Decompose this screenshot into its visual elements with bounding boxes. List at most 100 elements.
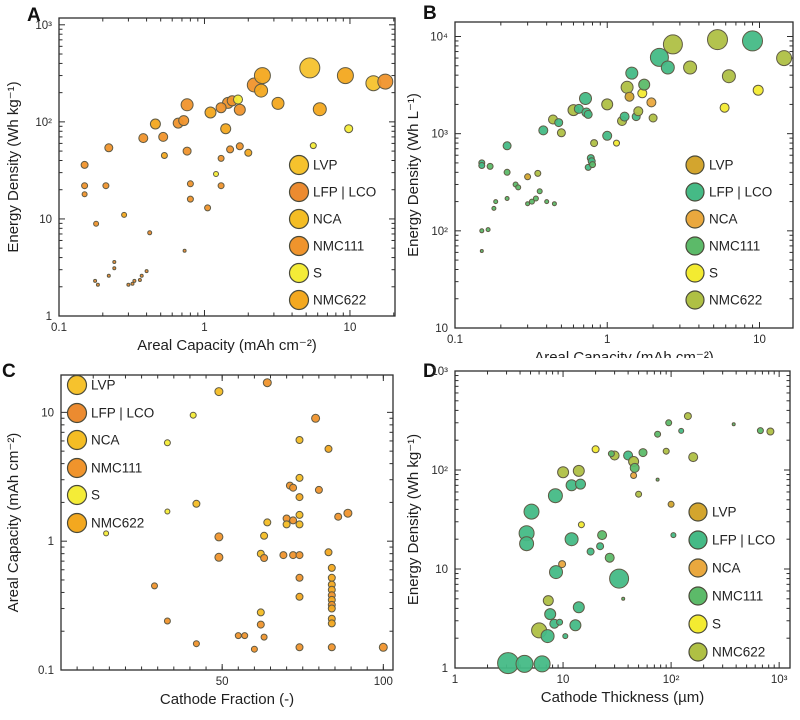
data-point (630, 472, 638, 479)
x-axis-title: Cathode Thickness (µm) (541, 689, 704, 706)
data-point (217, 182, 225, 190)
data-point (93, 278, 98, 283)
data-point (540, 629, 555, 644)
legend-swatch-nmc111 (66, 457, 88, 479)
data-point (719, 102, 730, 113)
data-point (81, 182, 89, 190)
data-point (654, 430, 662, 438)
data-point (547, 488, 563, 504)
panel-label-a: A (27, 5, 41, 26)
y-axis-title: Energy Density (Wh kg⁻¹) (405, 434, 422, 605)
data-point (544, 199, 550, 205)
data-point (562, 633, 569, 640)
legend-swatch-nmc622 (288, 289, 310, 311)
data-point (590, 139, 599, 148)
data-point (299, 57, 321, 79)
legend-swatch-s (288, 262, 310, 284)
data-point (295, 510, 304, 519)
data-point (625, 66, 639, 80)
data-point (244, 148, 253, 157)
data-point (334, 512, 343, 521)
data-point (149, 118, 161, 130)
data-point (549, 565, 563, 580)
y-tick-label: 0.1 (38, 665, 54, 677)
data-point (234, 632, 242, 640)
data-point (602, 130, 613, 141)
legend-swatch-nca (288, 208, 310, 230)
data-point (217, 154, 225, 162)
data-point (534, 169, 542, 177)
data-point (271, 96, 285, 110)
data-point (138, 133, 149, 144)
data-point (279, 551, 288, 560)
data-point (103, 530, 110, 537)
data-point (182, 146, 192, 156)
data-point (478, 162, 486, 169)
data-point (554, 118, 564, 128)
data-point (336, 67, 354, 85)
data-point (132, 278, 137, 283)
data-point (80, 160, 89, 169)
data-point (613, 139, 620, 147)
data-point (102, 182, 110, 190)
x-tick-label: 10² (663, 674, 680, 686)
legend-swatch-s (685, 263, 705, 283)
y-tick-label: 10³ (431, 366, 448, 378)
legend-swatch-lvp (688, 502, 708, 522)
data-point (532, 195, 539, 202)
legend-label-nmc111: NMC111 (712, 589, 763, 604)
data-point (260, 554, 269, 562)
data-point (235, 142, 244, 151)
legend-label-nmc111: NMC111 (709, 239, 760, 254)
data-point (620, 80, 634, 94)
x-tick-label: 0.1 (51, 322, 67, 334)
data-point (678, 427, 685, 434)
data-point (121, 211, 128, 218)
data-point (491, 205, 497, 211)
data-point (324, 444, 333, 453)
data-point (81, 191, 88, 198)
data-point (204, 204, 212, 212)
x-axis-title: Areal Capacity (mAh cm⁻²) (534, 349, 714, 358)
data-point (665, 419, 673, 427)
legend-label-lfp: LFP | LCO (91, 406, 154, 421)
legend-swatch-nca (66, 429, 88, 451)
data-point (601, 98, 614, 111)
data-point (504, 196, 510, 201)
data-point (683, 412, 692, 421)
scatter-plot-b: 0.1 1 10 10 10² 10³ 10⁴ Areal Capacity (mAh cm⁻… (405, 21, 794, 358)
y-tick-label: 1 (442, 663, 448, 675)
data-point (256, 620, 265, 629)
data-point (524, 173, 532, 181)
data-point (160, 152, 168, 159)
data-point (295, 473, 304, 482)
data-point (144, 269, 149, 274)
y-tick-label: 10 (39, 214, 52, 226)
legend-label-lvp: LVP (709, 158, 734, 173)
data-point (250, 645, 258, 653)
data-point (147, 230, 153, 236)
panel-label-b: B (423, 3, 437, 24)
data-point (214, 387, 224, 397)
data-point (667, 500, 675, 508)
legend-label-nmc622: NMC622 (712, 645, 765, 660)
legend-swatch-nmc622 (66, 512, 88, 534)
data-point (515, 654, 534, 673)
x-tick-label: 10 (753, 334, 766, 346)
legend-label-lfp: LFP | LCO (709, 185, 772, 200)
data-point (766, 427, 775, 436)
legend-swatch-nmc111 (685, 236, 705, 256)
legend-swatch-nmc111 (288, 235, 310, 257)
legend-label-nmc622: NMC622 (91, 516, 144, 531)
x-tick-label: 100 (374, 676, 393, 688)
legend-swatch-nca (685, 209, 705, 229)
legend-swatch-nmc111 (688, 586, 708, 606)
legend-label-nmc622: NMC622 (313, 293, 366, 308)
legend-label-s: S (91, 488, 100, 503)
data-point (213, 171, 219, 177)
data-point (327, 643, 336, 652)
legend-label-s: S (313, 266, 322, 281)
x-axis-title: Areal Capacity (mAh cm⁻²) (137, 337, 317, 354)
